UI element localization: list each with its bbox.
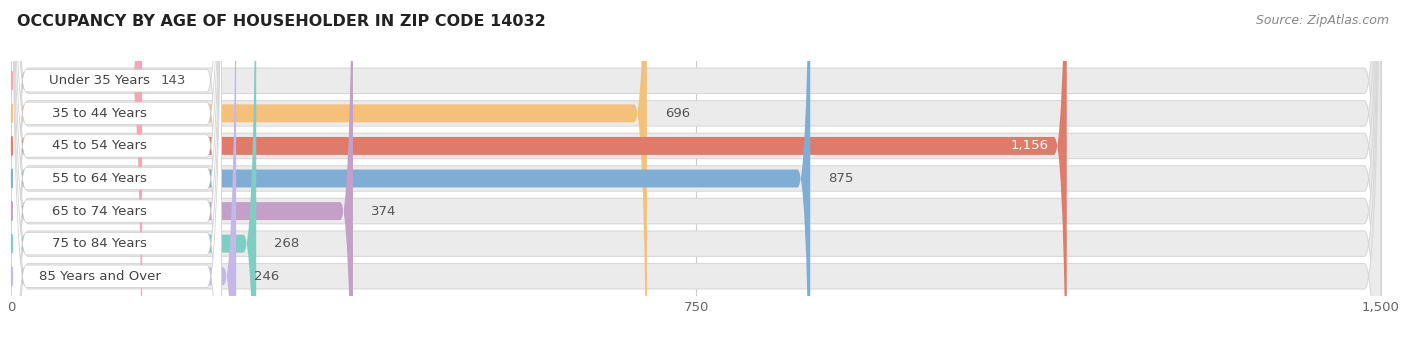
- Text: 75 to 84 Years: 75 to 84 Years: [52, 237, 148, 250]
- FancyBboxPatch shape: [11, 0, 647, 340]
- FancyBboxPatch shape: [11, 0, 1067, 340]
- FancyBboxPatch shape: [11, 0, 222, 340]
- FancyBboxPatch shape: [11, 0, 142, 340]
- Text: 45 to 54 Years: 45 to 54 Years: [52, 139, 148, 152]
- Text: 696: 696: [665, 107, 690, 120]
- FancyBboxPatch shape: [11, 0, 222, 340]
- Text: Source: ZipAtlas.com: Source: ZipAtlas.com: [1256, 14, 1389, 27]
- Text: 875: 875: [828, 172, 853, 185]
- FancyBboxPatch shape: [11, 0, 353, 340]
- FancyBboxPatch shape: [11, 0, 1381, 340]
- FancyBboxPatch shape: [11, 0, 1381, 340]
- Text: 55 to 64 Years: 55 to 64 Years: [52, 172, 148, 185]
- FancyBboxPatch shape: [11, 0, 256, 340]
- Text: 85 Years and Over: 85 Years and Over: [39, 270, 160, 283]
- Text: 143: 143: [160, 74, 186, 87]
- FancyBboxPatch shape: [11, 0, 810, 340]
- FancyBboxPatch shape: [11, 0, 1381, 340]
- Text: 246: 246: [254, 270, 280, 283]
- FancyBboxPatch shape: [11, 0, 222, 340]
- Text: 65 to 74 Years: 65 to 74 Years: [52, 205, 148, 218]
- FancyBboxPatch shape: [11, 0, 1381, 340]
- FancyBboxPatch shape: [11, 0, 222, 340]
- FancyBboxPatch shape: [11, 0, 222, 340]
- FancyBboxPatch shape: [11, 0, 1381, 340]
- Text: 1,156: 1,156: [1011, 139, 1049, 152]
- FancyBboxPatch shape: [11, 0, 1381, 340]
- FancyBboxPatch shape: [11, 0, 222, 340]
- FancyBboxPatch shape: [11, 0, 222, 340]
- Text: 268: 268: [274, 237, 299, 250]
- Text: 35 to 44 Years: 35 to 44 Years: [52, 107, 148, 120]
- Text: Under 35 Years: Under 35 Years: [49, 74, 150, 87]
- Text: OCCUPANCY BY AGE OF HOUSEHOLDER IN ZIP CODE 14032: OCCUPANCY BY AGE OF HOUSEHOLDER IN ZIP C…: [17, 14, 546, 29]
- FancyBboxPatch shape: [11, 0, 236, 340]
- Text: 374: 374: [371, 205, 396, 218]
- FancyBboxPatch shape: [11, 0, 1381, 340]
